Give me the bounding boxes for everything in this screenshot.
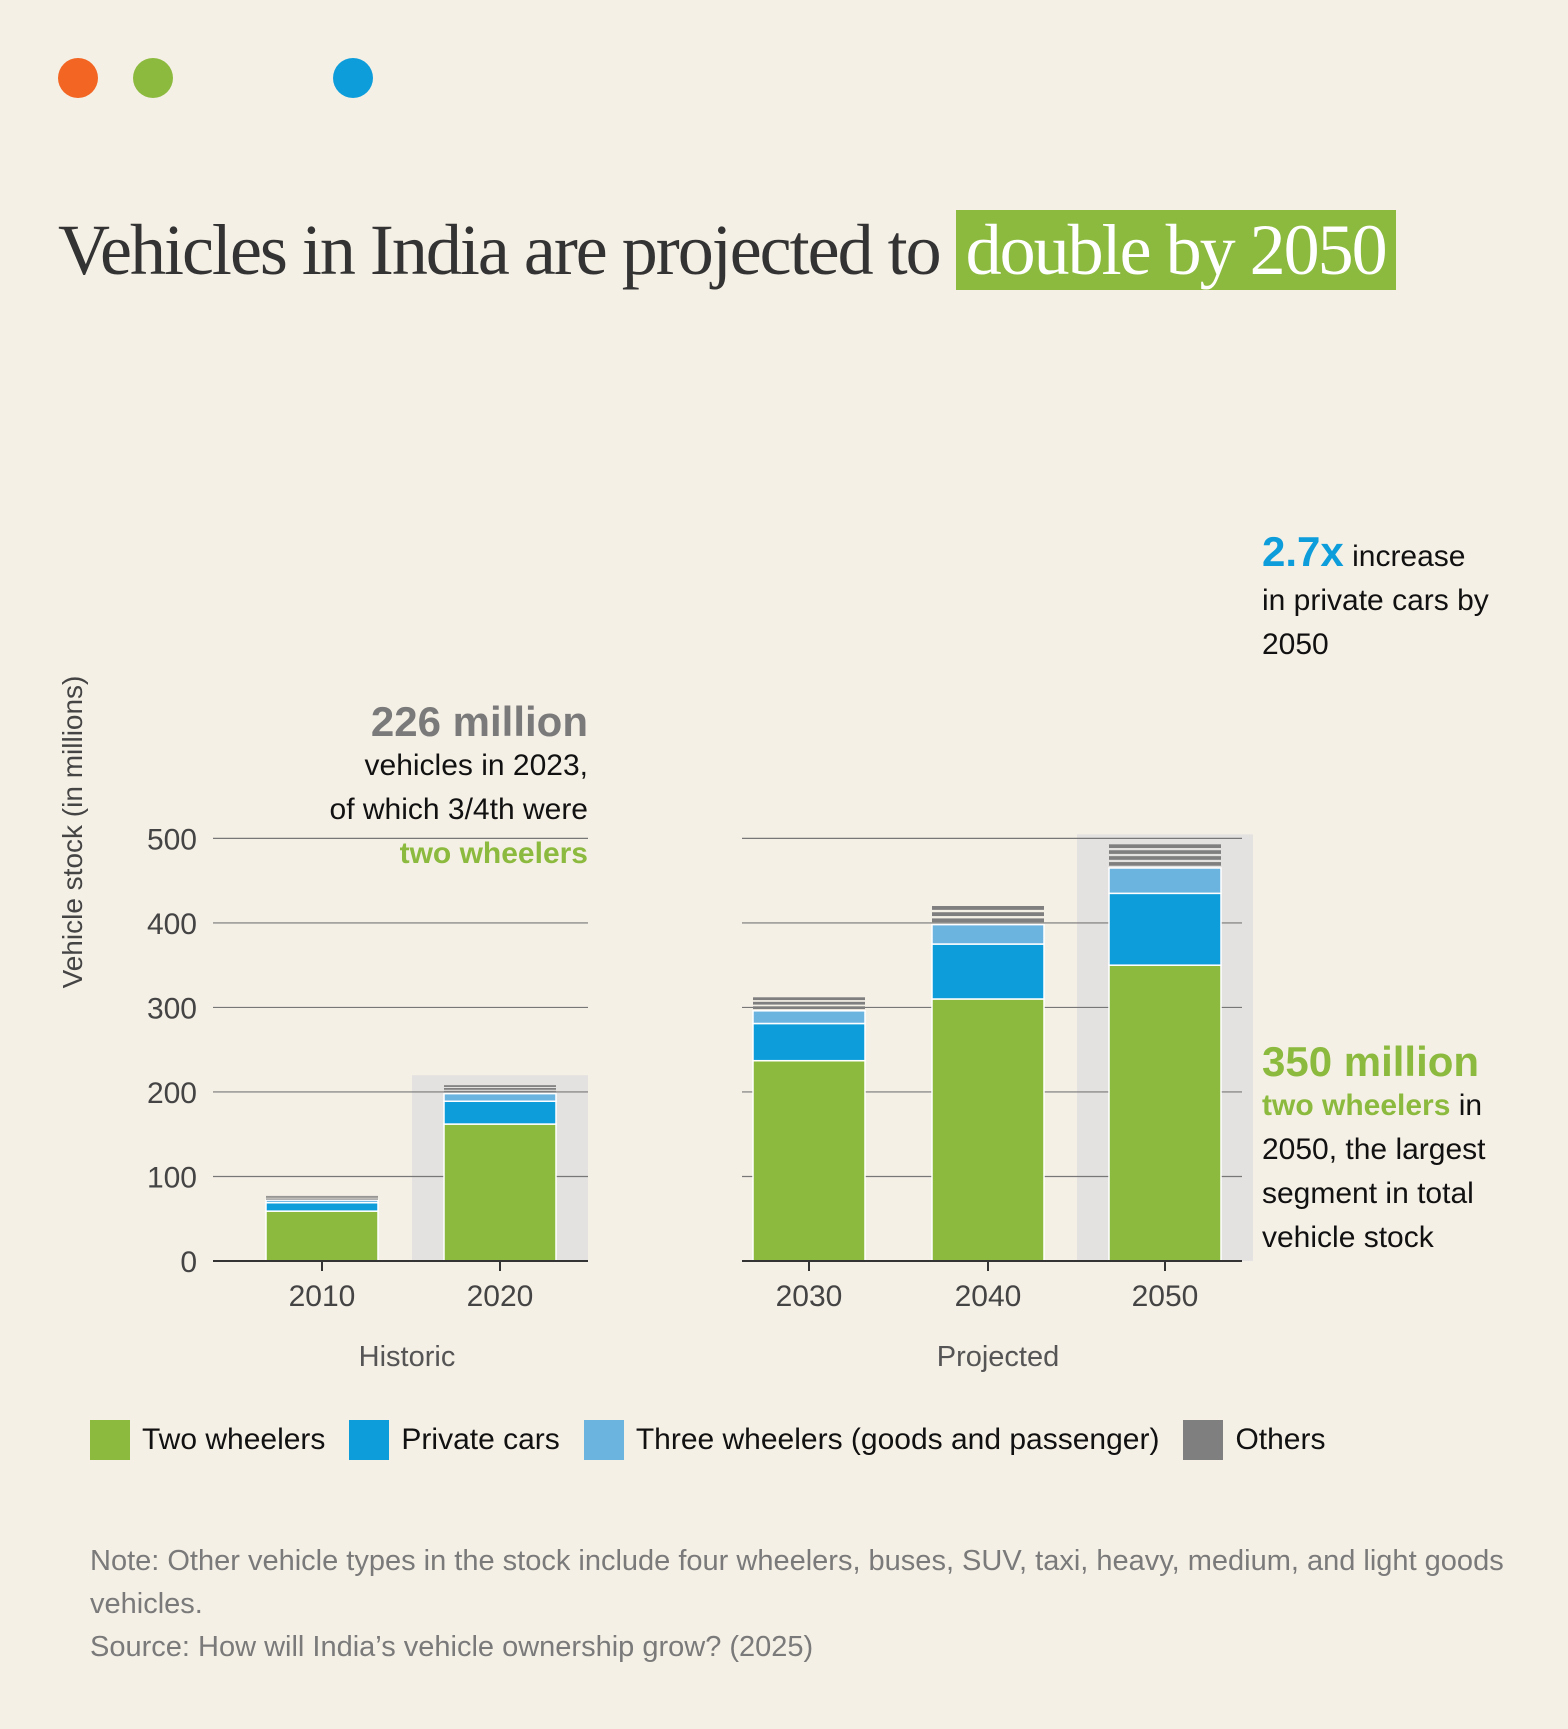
bar-2040-others-stripe-1 [932, 912, 1044, 917]
bar-2020-others-stripe-2 [444, 1090, 556, 1093]
bar-2030-others-stripe-0 [753, 997, 865, 1001]
legend-swatch-private-cars [349, 1420, 390, 1460]
x-tick-label-2050: 2050 [1132, 1280, 1199, 1313]
bar-2010-others-stripe-1 [266, 1197, 378, 1199]
bar-2040-private-cars [931, 943, 1045, 1000]
annotation-cars-text2: in private cars by [1262, 584, 1489, 617]
bar-2020-three-wheelers [443, 1092, 557, 1103]
bar-2040-three-wheelers [931, 923, 1045, 945]
legend-label-two-wheelers: Two wheelers [142, 1423, 326, 1456]
bar-2030-two-wheelers [752, 1059, 866, 1262]
y-tick-label-100: 100 [147, 1161, 197, 1194]
annotation-tw-text1: in [1458, 1089, 1483, 1122]
legend-item-three-wheelers: Three wheelers (goods and passenger) [583, 1420, 1160, 1460]
legend-label-private-cars: Private cars [401, 1423, 560, 1456]
footer-source: Source: How will India’s vehicle ownersh… [90, 1631, 814, 1663]
annotation-2023-line2: of which 3/4th were [329, 793, 588, 826]
annotation-cars-text3: 2050 [1262, 628, 1329, 661]
bar-2040-others-stripe-0 [932, 906, 1044, 910]
annotation-cars-big: 2.7x [1262, 528, 1344, 575]
bar-2050-others-stripe-2 [1109, 856, 1221, 860]
y-tick-label-400: 400 [147, 908, 197, 941]
legend-label-others: Others [1235, 1423, 1326, 1456]
bar-2050-private-cars [1108, 892, 1222, 966]
y-axis-label: Vehicle stock (in millions) [57, 676, 88, 989]
bar-2050-others-stripe-1 [1109, 850, 1221, 854]
x-tick-label-2030: 2030 [776, 1280, 843, 1313]
legend-swatch-three-wheelers [583, 1420, 624, 1460]
bar-2020-private-cars [443, 1100, 557, 1125]
bar-2010-two-wheelers [265, 1210, 379, 1262]
bar-2050-two-wheelers [1108, 964, 1222, 1262]
bar-2030-private-cars [752, 1022, 866, 1062]
bar-2040-two-wheelers [931, 998, 1045, 1262]
legend: Two wheelers Private cars Three wheelers… [90, 1420, 1349, 1460]
legend-swatch-others [1183, 1420, 1224, 1460]
bar-2040-others-stripe-2 [932, 918, 1044, 923]
bar-2020-others-stripe-0 [444, 1085, 556, 1087]
annotation-two-wheelers: 350 million two wheelers in 2050, the la… [1262, 1040, 1562, 1260]
legend-label-three-wheelers: Three wheelers (goods and passenger) [635, 1423, 1160, 1456]
group-label-historic: Historic [359, 1341, 456, 1373]
bar-2010-three-wheelers [265, 1199, 379, 1204]
bar-2020-others-stripe-1 [444, 1088, 556, 1090]
footer-note-block: Note: Other vehicle types in the stock i… [90, 1540, 1510, 1669]
annotation-2023-big: 226 million [370, 698, 588, 745]
legend-swatch-two-wheelers [90, 1420, 130, 1460]
bar-2050-three-wheelers [1108, 867, 1222, 895]
legend-item-private-cars: Private cars [349, 1420, 560, 1460]
green-dot-icon [133, 58, 173, 98]
orange-dot-icon [58, 58, 98, 98]
bar-2010-others-stripe-0 [266, 1195, 378, 1197]
legend-item-others: Others [1183, 1420, 1325, 1460]
annotation-2023: 226 million vehicles in 2023, of which 3… [250, 700, 588, 876]
annotation-tw-text2: 2050, the largest [1262, 1133, 1486, 1166]
annotation-tw-text4: vehicle stock [1262, 1221, 1434, 1254]
bar-2050-others-stripe-0 [1109, 844, 1221, 848]
y-tick-label-300: 300 [147, 992, 197, 1025]
annotation-cars-text1: increase [1352, 540, 1466, 573]
bar-2030-three-wheelers [752, 1010, 866, 1025]
bar-2030-others-stripe-2 [753, 1006, 865, 1010]
chart-title: Vehicles in India are projected to doubl… [58, 205, 1396, 295]
annotation-2023-highlight: two wheelers [399, 837, 588, 870]
legend-item-two-wheelers: Two wheelers [90, 1420, 325, 1460]
bar-2030-others-stripe-1 [753, 1001, 865, 1005]
bar-2050-others-stripe-3 [1109, 862, 1221, 866]
y-tick-label-0: 0 [180, 1246, 197, 1279]
annotation-2023-line1: vehicles in 2023, [364, 749, 588, 782]
x-tick-label-2010: 2010 [289, 1280, 356, 1313]
title-highlight: double by 2050 [955, 210, 1396, 290]
x-tick-label-2020: 2020 [467, 1280, 534, 1313]
footer-note: Note: Other vehicle types in the stock i… [90, 1545, 1504, 1620]
bar-2010-private-cars [265, 1201, 379, 1212]
annotation-cars: 2.7x increase in private cars by 2050 [1262, 530, 1562, 667]
bar-2010-others-stripe-2 [266, 1198, 378, 1200]
x-tick-label-2040: 2040 [955, 1280, 1022, 1313]
y-tick-label-200: 200 [147, 1077, 197, 1110]
y-tick-label-500: 500 [147, 823, 197, 856]
annotation-tw-big: 350 million [1262, 1038, 1480, 1085]
group-label-projected: Projected [937, 1341, 1060, 1373]
blue-dot-icon [333, 58, 373, 98]
bar-2020-two-wheelers [443, 1123, 557, 1262]
title-main: Vehicles in India are projected to [58, 210, 942, 290]
annotation-tw-highlight: two wheelers [1262, 1089, 1451, 1122]
annotation-tw-text3: segment in total [1262, 1177, 1474, 1210]
